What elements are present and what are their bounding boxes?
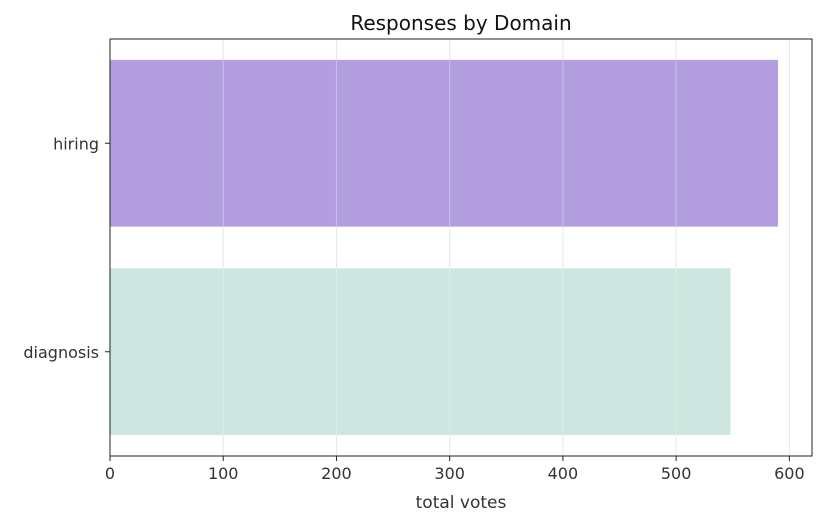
chart-title: Responses by Domain (350, 11, 571, 35)
bar-diagnosis (110, 268, 731, 436)
x-axis: 0 100 200 300 400 500 600 (105, 456, 805, 483)
plot-frame (109, 38, 813, 457)
y-tick-label: hiring (53, 134, 99, 153)
x-tick-label: 500 (661, 464, 692, 483)
bar-hiring (110, 59, 779, 227)
x-tick-label: 300 (434, 464, 465, 483)
x-axis-label: total votes (416, 493, 507, 513)
x-tick-label: 600 (774, 464, 805, 483)
x-tick-label: 200 (321, 464, 352, 483)
x-tick-label: 0 (105, 464, 115, 483)
x-tick-label: 100 (208, 464, 239, 483)
y-tick-label: diagnosis (23, 343, 99, 362)
x-tick-label: 400 (548, 464, 579, 483)
bars (110, 59, 779, 436)
y-axis: hiring diagnosis (23, 134, 110, 362)
